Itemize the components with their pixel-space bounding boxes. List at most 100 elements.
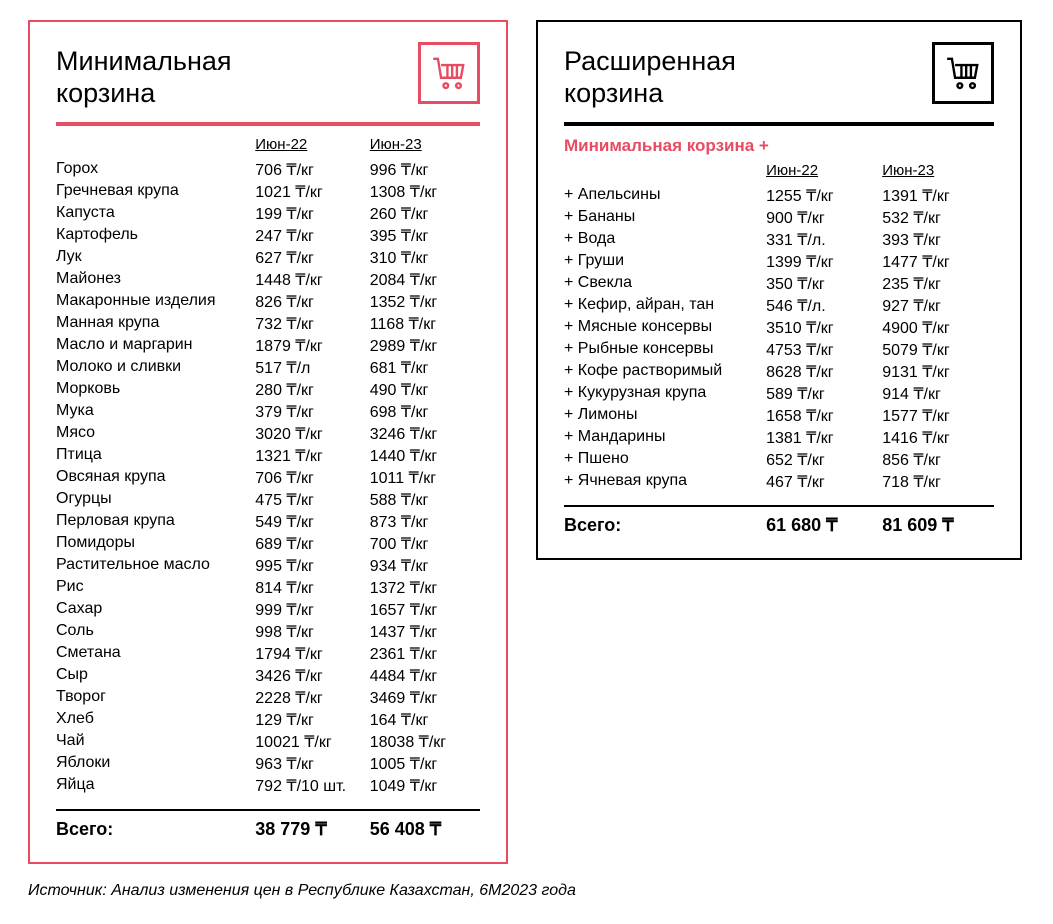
item-name: + Вода [564,229,766,251]
price-1: 350 ₸/кг [766,273,882,295]
item-name: Гречневая крупа [56,181,255,203]
table-row: Мясо3020 ₸/кг3246 ₸/кг [56,423,480,445]
divider-thin [564,505,994,507]
table-row: Капуста199 ₸/кг260 ₸/кг [56,203,480,225]
price-2: 718 ₸/кг [882,471,994,493]
price-1: 546 ₸/л. [766,295,882,317]
item-name: + Лимоны [564,405,766,427]
price-2: 2361 ₸/кг [370,643,480,665]
price-1: 4753 ₸/кг [766,339,882,361]
price-1: 3510 ₸/кг [766,317,882,339]
total-row: Всего: 61 680 ₸ 81 609 ₸ [564,515,994,536]
item-name: Майонез [56,269,255,291]
price-2: 9131 ₸/кг [882,361,994,383]
price-2: 395 ₸/кг [370,225,480,247]
total-label: Всего: [56,819,255,840]
item-name: + Кукурузная крупа [564,383,766,405]
table-row: Овсяная крупа706 ₸/кг1011 ₸/кг [56,467,480,489]
price-2: 856 ₸/кг [882,449,994,471]
price-1: 331 ₸/л. [766,229,882,251]
item-name: + Рыбные консервы [564,339,766,361]
card-header: Расширеннаякорзина [564,42,994,110]
table-row: + Свекла350 ₸/кг235 ₸/кг [564,273,994,295]
divider-thick [56,122,480,126]
price-1: 3020 ₸/кг [255,423,369,445]
price-1: 1658 ₸/кг [766,405,882,427]
price-2: 532 ₸/кг [882,207,994,229]
price-table-extended: Июн-22 Июн-23 + Апельсины1255 ₸/кг1391 ₸… [564,162,994,493]
price-1: 998 ₸/кг [255,621,369,643]
price-2: 1391 ₸/кг [882,185,994,207]
price-1: 549 ₸/кг [255,511,369,533]
price-2: 310 ₸/кг [370,247,480,269]
total-label: Всего: [564,515,766,536]
price-2: 700 ₸/кг [370,533,480,555]
price-2: 2084 ₸/кг [370,269,480,291]
price-table-minimal: Июн-22 Июн-23 Горох706 ₸/кг996 ₸/кгГречн… [56,136,480,797]
table-row: Молоко и сливки517 ₸/л681 ₸/кг [56,357,480,379]
total-1: 61 680 ₸ [766,515,882,536]
table-row: Творог2228 ₸/кг3469 ₸/кг [56,687,480,709]
table-row: Сахар999 ₸/кг1657 ₸/кг [56,599,480,621]
price-1: 1879 ₸/кг [255,335,369,357]
table-row: + Апельсины1255 ₸/кг1391 ₸/кг [564,185,994,207]
item-name: Творог [56,687,255,709]
col-header-2: Июн-23 [882,162,994,185]
price-2: 260 ₸/кг [370,203,480,225]
table-row: + Ячневая крупа467 ₸/кг718 ₸/кг [564,471,994,493]
price-2: 4900 ₸/кг [882,317,994,339]
price-1: 10021 ₸/кг [255,731,369,753]
total-2: 56 408 ₸ [370,819,480,840]
table-row: Лук627 ₸/кг310 ₸/кг [56,247,480,269]
item-name: + Мясные консервы [564,317,766,339]
table-row: Рис814 ₸/кг1372 ₸/кг [56,577,480,599]
source-note: Источник: Анализ изменения цен в Республ… [0,864,1053,918]
item-name: + Кефир, айран, тан [564,295,766,317]
total-row: Всего: 38 779 ₸ 56 408 ₸ [56,819,480,840]
price-2: 1049 ₸/кг [370,775,480,797]
price-2: 1416 ₸/кг [882,427,994,449]
item-name: Горох [56,159,255,181]
page: Минимальнаякорзина Июн-22 Июн [0,0,1053,864]
item-name: + Кофе растворимый [564,361,766,383]
price-1: 900 ₸/кг [766,207,882,229]
price-1: 627 ₸/кг [255,247,369,269]
price-1: 467 ₸/кг [766,471,882,493]
item-name: Яблоки [56,753,255,775]
item-name: + Груши [564,251,766,273]
item-name: + Бананы [564,207,766,229]
price-1: 247 ₸/кг [255,225,369,247]
item-name: Яйца [56,775,255,797]
price-2: 235 ₸/кг [882,273,994,295]
price-2: 5079 ₸/кг [882,339,994,361]
price-1: 706 ₸/кг [255,159,369,181]
price-2: 1005 ₸/кг [370,753,480,775]
table-row: Чай10021 ₸/кг18038 ₸/кг [56,731,480,753]
table-row: Картофель247 ₸/кг395 ₸/кг [56,225,480,247]
total-2: 81 609 ₸ [882,515,994,536]
price-1: 1448 ₸/кг [255,269,369,291]
item-name: Лук [56,247,255,269]
price-1: 1021 ₸/кг [255,181,369,203]
table-row: Мука379 ₸/кг698 ₸/кг [56,401,480,423]
price-2: 3246 ₸/кг [370,423,480,445]
cart-icon [932,42,994,104]
table-row: Птица1321 ₸/кг1440 ₸/кг [56,445,480,467]
item-name: Макаронные изделия [56,291,255,313]
table-row: Растительное масло995 ₸/кг934 ₸/кг [56,555,480,577]
item-name: + Мандарины [564,427,766,449]
divider-thin [56,809,480,811]
table-row: Перловая крупа549 ₸/кг873 ₸/кг [56,511,480,533]
price-2: 1657 ₸/кг [370,599,480,621]
col-header-1: Июн-22 [766,162,882,185]
item-name: Сыр [56,665,255,687]
item-name: + Ячневая крупа [564,471,766,493]
price-2: 996 ₸/кг [370,159,480,181]
item-name: Огурцы [56,489,255,511]
item-name: Масло и маргарин [56,335,255,357]
item-name: Капуста [56,203,255,225]
price-1: 475 ₸/кг [255,489,369,511]
col-header-2: Июн-23 [370,136,480,159]
price-1: 1794 ₸/кг [255,643,369,665]
price-1: 792 ₸/10 шт. [255,775,369,797]
